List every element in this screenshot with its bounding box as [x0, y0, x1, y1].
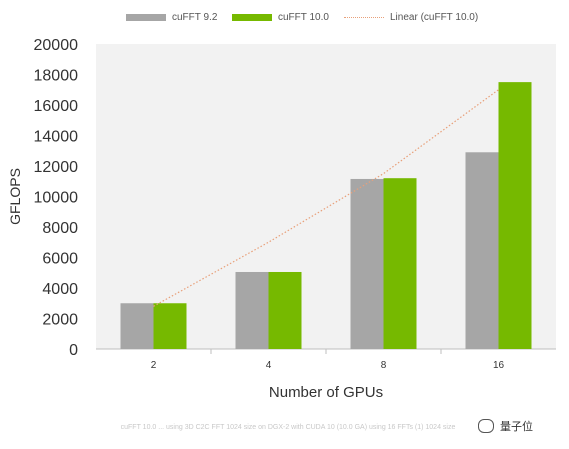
- bar-cufft-9-2: [465, 152, 499, 349]
- legend-label-cufft10: cuFFT 10.0: [278, 12, 329, 23]
- bar-cufft-10-0: [268, 271, 302, 349]
- legend-item-linear: Linear (cuFFT 10.0): [344, 12, 478, 23]
- y-tick-label: 12000: [34, 159, 79, 176]
- watermark: 量子位: [478, 418, 533, 434]
- y-tick-label: 8000: [42, 220, 78, 237]
- bar-cufft-10-0: [383, 178, 417, 349]
- y-axis-label: GFLOPS: [7, 168, 23, 225]
- y-tick-label: 16000: [34, 98, 79, 115]
- bar-cufft-9-2: [120, 303, 154, 349]
- y-tick-label: 14000: [34, 129, 79, 146]
- linear-trend-line: [153, 89, 499, 307]
- x-tick-label: 16: [493, 360, 505, 371]
- wechat-icon: [478, 419, 494, 433]
- y-tick-label: 10000: [34, 190, 79, 207]
- y-tick-label: 20000: [34, 37, 79, 54]
- y-tick-label: 0: [69, 342, 78, 359]
- y-tick-label: 6000: [42, 251, 78, 268]
- y-tick-label: 18000: [34, 68, 79, 85]
- legend-swatch-cufft10: [232, 14, 272, 21]
- legend-swatch-linear: [344, 17, 384, 18]
- bar-cufft-10-0: [498, 82, 532, 349]
- footnote: cuFFT 10.0 ... using 3D C2C FFT 1024 siz…: [120, 424, 456, 431]
- legend-label-linear: Linear (cuFFT 10.0): [390, 12, 479, 23]
- legend: cuFFT 9.2 cuFFT 10.0 Linear (cuFFT 10.0): [0, 8, 569, 28]
- y-tick-label: 4000: [42, 281, 78, 298]
- watermark-text: 量子位: [500, 421, 533, 433]
- bar-cufft-9-2: [235, 271, 269, 349]
- bar-cufft-10-0: [153, 303, 187, 349]
- legend-item-cufft10: cuFFT 10.0: [232, 12, 329, 23]
- legend-label-cufft92: cuFFT 9.2: [172, 12, 218, 23]
- bar-cufft-9-2: [350, 178, 384, 349]
- x-tick-label: 4: [266, 360, 272, 371]
- legend-item-cufft92: cuFFT 9.2: [126, 12, 217, 23]
- legend-swatch-cufft92: [126, 14, 166, 21]
- x-tick-label: 8: [381, 360, 387, 371]
- y-tick-label: 2000: [42, 312, 78, 329]
- x-tick-label: 2: [151, 360, 157, 371]
- x-axis-label: Number of GPUs: [269, 384, 383, 401]
